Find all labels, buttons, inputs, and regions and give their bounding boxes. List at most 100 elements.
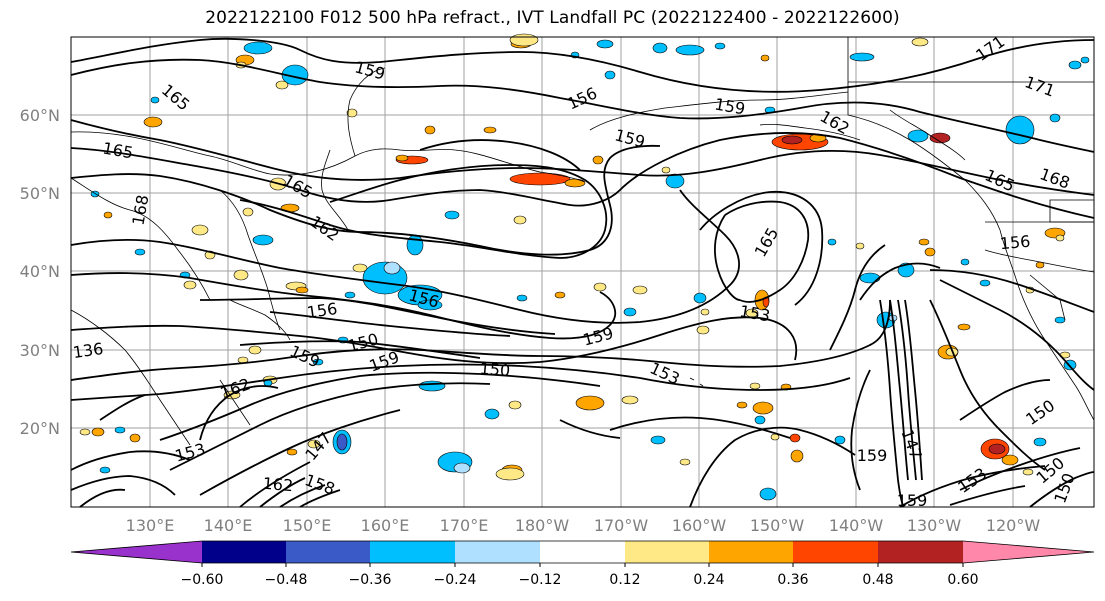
anomaly-patch	[336, 433, 348, 451]
anomaly-patch	[1033, 437, 1047, 447]
anomaly-patch	[714, 42, 726, 50]
lon-label: 140°E	[204, 516, 253, 535]
anomaly-patch	[957, 323, 971, 331]
contour-label: 159	[897, 491, 928, 510]
anomaly-patch	[424, 125, 436, 135]
anomaly-patch	[307, 439, 321, 449]
anomaly-patch	[675, 44, 705, 56]
anomaly-patch	[1005, 115, 1035, 145]
anomaly-patch	[295, 286, 309, 294]
contour-label-text: 136	[72, 339, 105, 362]
anomaly-patch	[754, 415, 766, 425]
map-title: 2022122100 F012 500 hPa refract., IVT La…	[205, 8, 900, 28]
colorbar-segment	[709, 541, 793, 563]
contour-line	[199, 409, 401, 496]
coastlines	[70, 37, 1095, 446]
coastline	[889, 109, 966, 161]
colorbar-min-extension	[71, 541, 202, 563]
contour-line	[70, 119, 1095, 196]
anomaly-patch	[143, 116, 163, 128]
contour-label: 159	[857, 446, 888, 465]
anomaly-patch	[483, 126, 497, 134]
contour-line	[419, 139, 581, 171]
anomaly-patch	[395, 154, 409, 162]
refractivity-contours	[70, 38, 1095, 508]
anomaly-patch	[248, 345, 262, 355]
anomaly-patch	[554, 291, 566, 299]
contour-line	[899, 465, 1046, 508]
contour-line	[239, 164, 608, 259]
anomaly-patch	[79, 428, 91, 436]
anomaly-patch	[275, 80, 289, 90]
coastline	[984, 249, 1095, 273]
contour-line	[850, 369, 871, 491]
anomaly-patch	[593, 282, 607, 292]
colorbar: −0.60 −0.48 −0.36 −0.24 −0.12 0.12 0.24 0.36 0.4…	[70, 540, 1095, 588]
contour-line	[70, 144, 661, 256]
anomaly-patch	[252, 234, 274, 246]
anomaly-patch	[509, 172, 571, 186]
anomaly-patch	[91, 427, 105, 437]
contour-line	[724, 200, 810, 303]
contour-line	[949, 485, 1026, 506]
contour-line	[239, 461, 311, 508]
contour-line	[70, 475, 176, 496]
contour-line	[897, 299, 917, 481]
lon-label: 150°E	[283, 516, 332, 535]
coastline	[699, 383, 704, 387]
lat-label: 60°N	[20, 106, 60, 125]
anomaly-patch	[679, 458, 691, 466]
map-frame	[70, 36, 1095, 508]
latitude-labels: 60°N 50°N 40°N 30°N 20°N	[20, 106, 60, 438]
anomaly-patch	[183, 280, 197, 290]
anomaly-patch	[907, 129, 929, 143]
colorbar-segment	[370, 541, 455, 563]
colorbar-tick-label: 0.24	[693, 572, 724, 588]
anomaly-patch	[243, 41, 273, 55]
contour-line	[959, 447, 1081, 491]
contour-line	[904, 299, 923, 481]
anomaly-patch	[286, 448, 298, 456]
anomaly-patch	[1054, 316, 1066, 324]
contour-line	[889, 299, 909, 481]
anomaly-patch	[693, 292, 707, 304]
anomaly-patch	[849, 52, 875, 62]
colorbar-segment	[540, 541, 625, 563]
lat-label: 30°N	[20, 341, 60, 360]
contour-label-text: 159	[857, 446, 888, 465]
anomaly-patch	[736, 401, 748, 409]
contour-line	[159, 371, 601, 441]
lon-label: 120°W	[986, 516, 1041, 535]
anomaly-patch	[129, 433, 141, 443]
lon-label: 130°E	[126, 516, 175, 535]
anomaly-patch	[790, 449, 804, 463]
anomaly-patch	[1049, 113, 1061, 123]
contour-line	[169, 382, 491, 471]
anomaly-patch	[696, 325, 710, 335]
anomaly-patch	[513, 215, 527, 225]
longitude-labels: 130°E 140°E 150°E 160°E 170°E 180°W 170°W 160°W…	[126, 516, 1041, 535]
contour-label: 156	[999, 232, 1031, 254]
anomaly-patch	[484, 408, 500, 420]
anomaly-patch	[516, 294, 528, 302]
contour-line	[609, 416, 791, 439]
anomaly-patch	[418, 380, 446, 392]
anomaly-patch	[918, 238, 930, 246]
lat-label: 40°N	[20, 262, 60, 281]
contour-line	[269, 311, 511, 337]
lon-label: 150°W	[750, 516, 805, 535]
contour-line	[199, 385, 279, 441]
anomaly-patch	[242, 207, 254, 217]
anomaly-patch	[99, 466, 111, 474]
contour-line	[929, 269, 1095, 313]
contour-line	[699, 191, 824, 306]
lon-label: 140°W	[829, 516, 884, 535]
contour-line	[559, 419, 621, 439]
colorbar-tick-label: −0.24	[434, 572, 477, 588]
contour-line	[70, 316, 798, 365]
anomaly-patch	[509, 33, 539, 47]
coastline	[70, 309, 191, 446]
contour-line	[239, 340, 481, 359]
anomaly-patch	[621, 395, 639, 405]
